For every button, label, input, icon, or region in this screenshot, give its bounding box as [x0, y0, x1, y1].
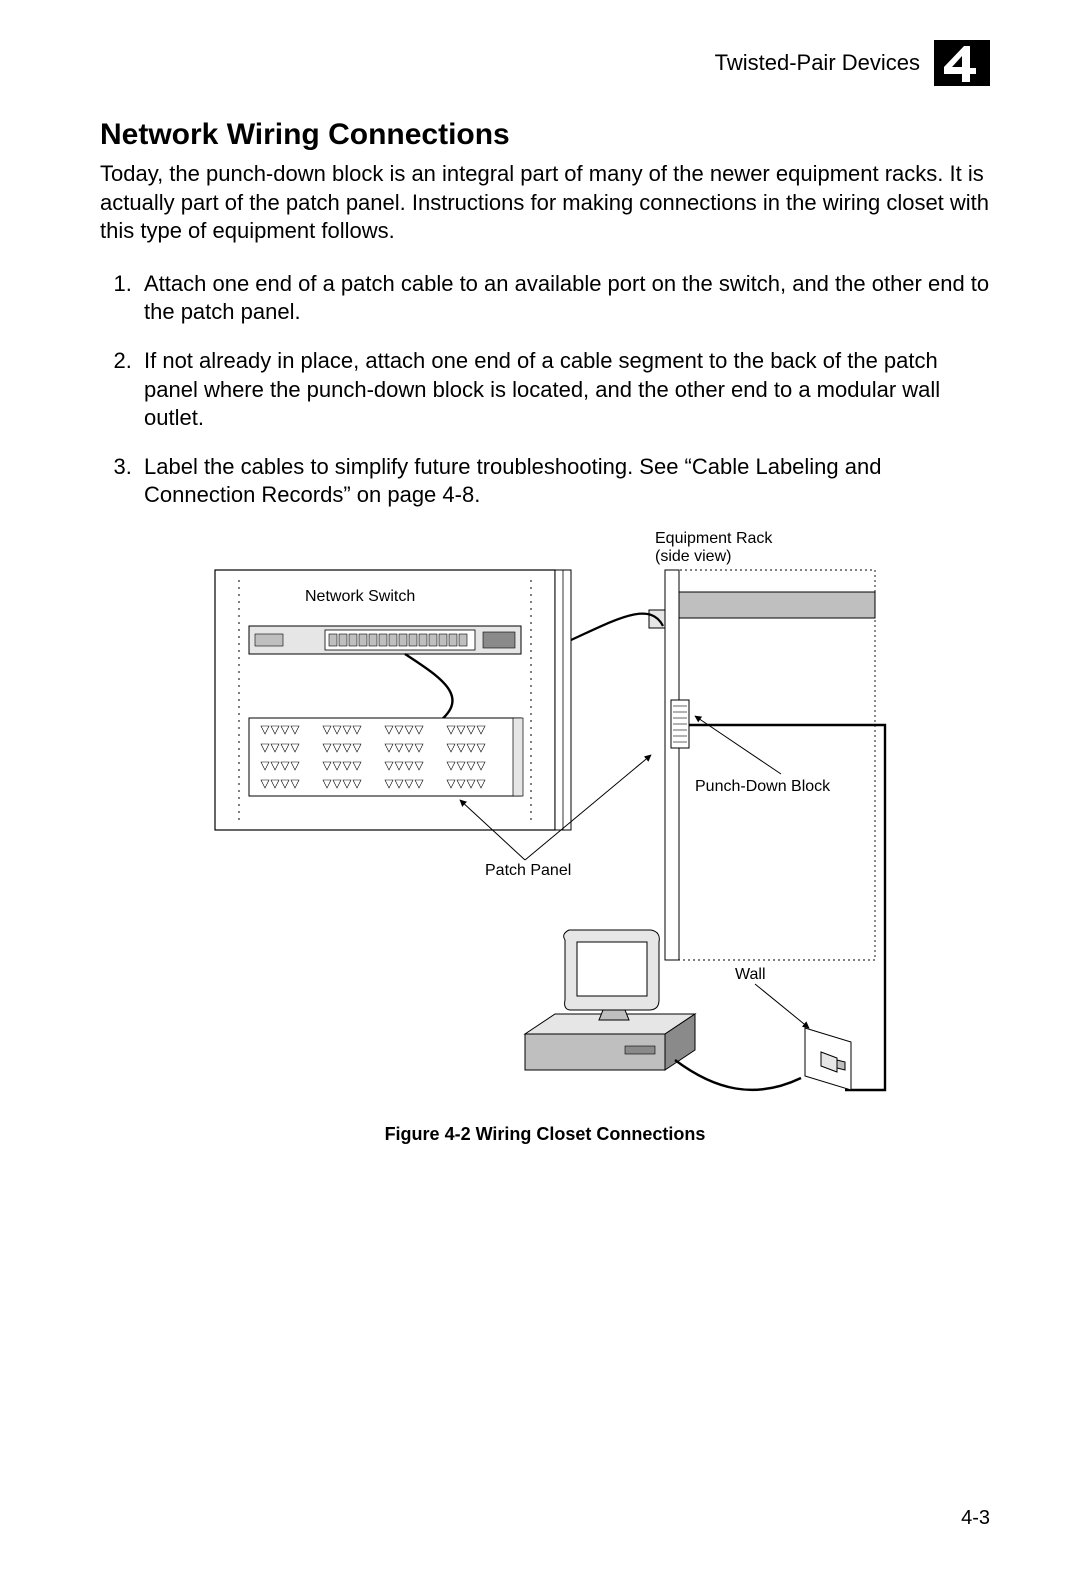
list-item: Label the cables to simplify future trou… [138, 453, 990, 510]
list-item: Attach one end of a patch cable to an av… [138, 270, 990, 327]
diagram-label-equipment-rack: Equipment Rack (side view) [655, 530, 772, 567]
diagram-label-punch-down: Punch-Down Block [695, 778, 830, 796]
diagram-label-wall: Wall [735, 966, 766, 984]
chapter-number-badge [934, 40, 990, 86]
figure: Equipment Rack (side view) Network Switc… [100, 530, 990, 1145]
wiring-diagram: Equipment Rack (side view) Network Switc… [195, 530, 895, 1110]
page-header: Twisted-Pair Devices [100, 40, 990, 86]
page-number: 4-3 [961, 1507, 990, 1530]
intro-paragraph: Today, the punch-down block is an integr… [100, 160, 990, 246]
diagram-label-network-switch: Network Switch [305, 588, 415, 606]
figure-caption: Figure 4-2 Wiring Closet Connections [385, 1124, 706, 1145]
header-section-name: Twisted-Pair Devices [715, 50, 920, 76]
diagram-label-patch-panel: Patch Panel [485, 862, 571, 880]
section-title: Network Wiring Connections [100, 118, 990, 152]
steps-list: Attach one end of a patch cable to an av… [100, 270, 990, 510]
list-item: If not already in place, attach one end … [138, 347, 990, 433]
